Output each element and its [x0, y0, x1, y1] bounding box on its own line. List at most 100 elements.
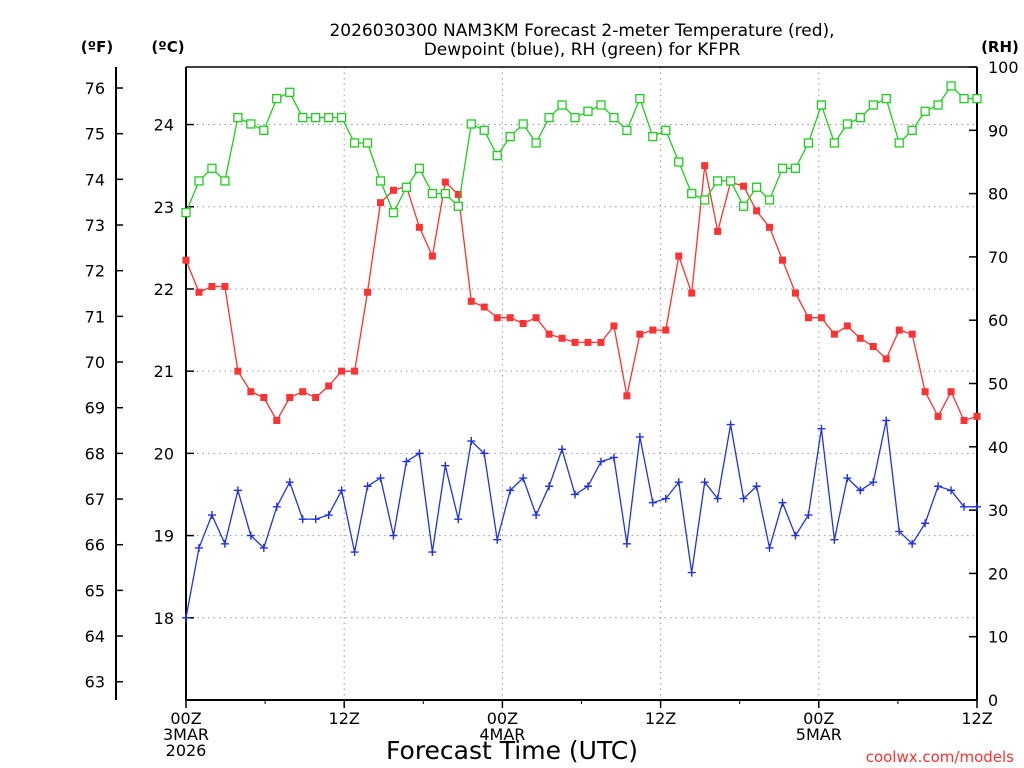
rh-point-26	[518, 119, 528, 129]
dewpoint-point-42	[726, 420, 735, 429]
celsius-tick-label-24: 24	[154, 116, 174, 135]
fahrenheit-tick-label-68: 68	[85, 444, 105, 463]
rh-point-15	[375, 176, 386, 186]
2-meter-temperature-point-47	[791, 289, 799, 297]
x-tick-label-0-1: 3MAR	[163, 725, 209, 744]
dewpoint-point-0	[182, 613, 190, 622]
dewpoint-point-24	[493, 535, 502, 544]
dewpoint-point-13	[350, 548, 359, 557]
rh-point-58	[933, 100, 943, 110]
x-tick-label-24-1: 4MAR	[479, 725, 525, 744]
x-axis-title: Forecast Time (UTC)	[386, 736, 638, 765]
2-meter-temperature-point-49	[817, 314, 825, 322]
2-meter-temperature-point-43	[740, 182, 748, 190]
dewpoint-point-27	[532, 511, 541, 520]
dewpoint-point-40	[700, 478, 709, 487]
dewpoint-point-25	[506, 486, 515, 495]
2-meter-temperature-point-19	[428, 252, 436, 260]
dewpoint-point-46	[778, 498, 787, 507]
rh-point-10	[311, 112, 321, 123]
dewpoint-point-35	[635, 432, 644, 441]
rh-point-29	[557, 100, 567, 110]
2-meter-temperature-point-48	[804, 314, 812, 322]
chart-title-line-2: Dewpoint (blue), RH (green) for KFPR	[424, 40, 741, 60]
fahrenheit-tick-label-70: 70	[85, 353, 105, 372]
2-meter-temperature-point-5	[247, 388, 255, 396]
rh-point-47	[790, 163, 801, 173]
rh-point-4	[233, 112, 243, 123]
rh-point-33	[609, 112, 619, 123]
fahrenheit-tick-label-76: 76	[85, 79, 105, 98]
rh-point-39	[687, 188, 697, 199]
2-meter-temperature-point-1	[195, 288, 203, 296]
2-meter-temperature-point-28	[545, 330, 553, 338]
x-tick-label-12-0: 12Z	[329, 709, 360, 728]
dewpoint-point-30	[571, 490, 580, 499]
2-meter-temperature-point-58	[934, 412, 942, 420]
rh-point-17	[401, 182, 412, 192]
dewpoint-point-23	[480, 449, 489, 458]
dewpoint-point-61	[973, 502, 981, 511]
rh-point-11	[323, 112, 334, 123]
dewpoint-point-9	[298, 515, 307, 524]
dewpoint-point-36	[648, 498, 657, 507]
2-meter-temperature-point-3	[221, 282, 229, 290]
2-meter-temperature-point-8	[286, 393, 294, 401]
rh-point-16	[388, 207, 399, 218]
celsius-tick-label-20: 20	[154, 444, 174, 463]
2-meter-temperature-point-44	[753, 207, 761, 215]
rh-point-55	[894, 138, 904, 148]
dewpoint-point-32	[596, 457, 605, 466]
rh-point-41	[713, 176, 723, 186]
rh-point-37	[661, 125, 671, 135]
dewpoint-point-10	[311, 515, 320, 524]
dewpoint-point-31	[583, 482, 592, 491]
2-meter-temperature-point-35	[636, 330, 644, 338]
dewpoint-point-33	[609, 453, 618, 462]
2-meter-temperature-point-9	[299, 388, 307, 396]
rh-tick-label-60: 60	[988, 311, 1008, 330]
rh-point-7	[272, 94, 282, 104]
dewpoint-point-22	[467, 437, 476, 446]
rh-point-60	[959, 94, 969, 104]
rh-point-1	[194, 176, 204, 186]
2-meter-temperature-point-10	[312, 393, 320, 401]
dewpoint-point-47	[791, 531, 800, 540]
rh-point-49	[816, 100, 827, 110]
rh-point-35	[635, 94, 645, 104]
x-tick-label-0-2: 2026	[166, 741, 207, 760]
dewpoint-point-28	[545, 482, 554, 491]
dewpoint-point-1	[194, 543, 203, 552]
dewpoint-point-57	[921, 519, 930, 528]
fahrenheit-tick-label-67: 67	[85, 490, 105, 509]
rh-point-24	[492, 150, 502, 161]
rh-tick-label-100: 100	[988, 58, 1019, 77]
rh-point-0	[181, 207, 191, 218]
rh-point-53	[868, 100, 878, 110]
fahrenheit-tick-label-69: 69	[85, 399, 105, 418]
dewpoint-point-6	[259, 543, 268, 552]
dewpoint-point-58	[934, 482, 943, 491]
fahrenheit-tick-label-71: 71	[85, 307, 105, 326]
rh-point-36	[648, 131, 658, 142]
rh-point-5	[246, 119, 256, 129]
dewpoint-point-20	[441, 461, 450, 470]
rh-point-57	[920, 106, 930, 116]
x-tick-label-60-0: 12Z	[961, 709, 992, 728]
dewpoint-point-17	[402, 457, 411, 466]
celsius-tick-label-19: 19	[154, 527, 174, 546]
rh-point-2	[207, 163, 217, 173]
rh-tick-label-40: 40	[988, 438, 1008, 457]
dewpoint-point-53	[869, 478, 878, 487]
rh-tick-label-0: 0	[988, 691, 998, 710]
rh-point-32	[596, 100, 606, 110]
celsius-tick-label-18: 18	[154, 609, 174, 628]
celsius-tick-label-21: 21	[154, 362, 174, 381]
rh-point-28	[544, 112, 554, 123]
rh-point-14	[362, 138, 373, 148]
dewpoint-point-8	[285, 478, 294, 487]
fahrenheit-tick-label-64: 64	[85, 627, 105, 646]
fahrenheit-tick-label-66: 66	[85, 536, 105, 555]
2-meter-temperature-point-39	[688, 289, 696, 297]
dewpoint-point-3	[220, 539, 229, 548]
